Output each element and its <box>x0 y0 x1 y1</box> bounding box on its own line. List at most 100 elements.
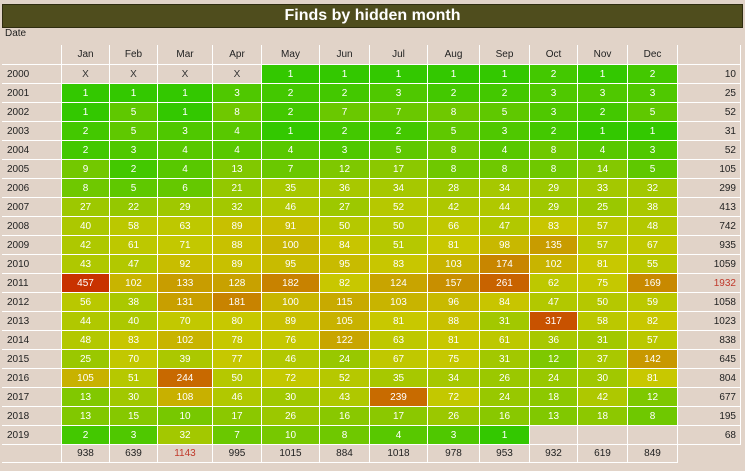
heatmap-cell: 1 <box>428 65 480 84</box>
year-label: 2002 <box>2 103 62 122</box>
heatmap-cell: 30 <box>578 369 628 388</box>
heatmap-cell: 8 <box>320 426 370 445</box>
heatmap-cell: 46 <box>262 350 320 369</box>
row-total: 52 <box>678 141 741 160</box>
heatmap-cell: 50 <box>578 293 628 312</box>
month-header: Feb <box>110 45 158 65</box>
heatmap-cell: 1 <box>578 122 628 141</box>
heatmap-cell: 31 <box>480 350 530 369</box>
heatmap-cell: 31 <box>480 312 530 331</box>
heatmap-cell <box>628 426 678 445</box>
heatmap-cell: 8 <box>428 103 480 122</box>
heatmap-cell: 61 <box>110 236 158 255</box>
year-label: 2011 <box>2 274 62 293</box>
heatmap-cell: 88 <box>428 312 480 331</box>
heatmap-cell: 95 <box>320 255 370 274</box>
heatmap-cell: 7 <box>320 103 370 122</box>
heatmap-cell: 47 <box>110 255 158 274</box>
heatmap-cell: 4 <box>158 160 213 179</box>
heatmap-cell: 70 <box>158 312 213 331</box>
heatmap-cell: 46 <box>262 198 320 217</box>
month-header: Mar <box>158 45 213 65</box>
heatmap-cell: 44 <box>62 312 110 331</box>
heatmap-cell: 39 <box>158 350 213 369</box>
row-total: 1932 <box>678 274 741 293</box>
heatmap-cell: 174 <box>480 255 530 274</box>
heatmap-cell: 12 <box>320 160 370 179</box>
heatmap-cell: 36 <box>530 331 578 350</box>
row-total: 677 <box>678 388 741 407</box>
year-label: 2013 <box>2 312 62 331</box>
heatmap-cell: 5 <box>110 122 158 141</box>
heatmap-cell: 50 <box>370 217 428 236</box>
heatmap-cell: 142 <box>628 350 678 369</box>
heatmap-cell: 115 <box>320 293 370 312</box>
year-label: 2003 <box>2 122 62 141</box>
heatmap-cell: 102 <box>530 255 578 274</box>
heatmap-cell: 2 <box>530 65 578 84</box>
heatmap-cell: 40 <box>110 312 158 331</box>
heatmap-cell: 1 <box>480 426 530 445</box>
heatmap-cell: 22 <box>110 198 158 217</box>
heatmap-cell: 29 <box>530 179 578 198</box>
heatmap-cell: 27 <box>320 198 370 217</box>
heatmap-cell: 8 <box>62 179 110 198</box>
heatmap-cell: 31 <box>578 331 628 350</box>
heatmap-cell: 108 <box>158 388 213 407</box>
heatmap-cell: 8 <box>530 160 578 179</box>
heatmap-cell: 50 <box>213 369 262 388</box>
year-label: 2004 <box>2 141 62 160</box>
heatmap-cell: 10 <box>262 426 320 445</box>
column-total: 938 <box>62 445 110 463</box>
month-header: Jan <box>62 45 110 65</box>
heatmap-cell: 50 <box>320 217 370 236</box>
heatmap-cell: 4 <box>262 141 320 160</box>
heatmap-cell: 9 <box>62 160 110 179</box>
heatmap-cell: 28 <box>428 179 480 198</box>
heatmap-cell: 83 <box>530 217 578 236</box>
heatmap-cell: 1 <box>370 65 428 84</box>
heatmap-cell: 3 <box>480 122 530 141</box>
heatmap-cell: 2 <box>320 84 370 103</box>
heatmap-cell: 5 <box>428 122 480 141</box>
heatmap-cell: 43 <box>320 388 370 407</box>
heatmap-cell: X <box>62 65 110 84</box>
heatmap-cell: 8 <box>213 103 262 122</box>
heatmap-cell: 182 <box>262 274 320 293</box>
heatmap-cell: 89 <box>213 217 262 236</box>
heatmap-cell: 13 <box>530 407 578 426</box>
heatmap-cell: 30 <box>110 388 158 407</box>
heatmap-cell: 4 <box>480 141 530 160</box>
heatmap-cell: 8 <box>628 407 678 426</box>
heatmap-cell: 1 <box>320 65 370 84</box>
heatmap-cell: 4 <box>213 141 262 160</box>
month-header: May <box>262 45 320 65</box>
heatmap-cell: 1 <box>262 122 320 141</box>
heatmap-cell: 317 <box>530 312 578 331</box>
heatmap-cell: 89 <box>213 255 262 274</box>
heatmap-cell: 83 <box>370 255 428 274</box>
heatmap-cell: 13 <box>62 388 110 407</box>
heatmap-cell: 83 <box>110 331 158 350</box>
row-axis-label: Date <box>5 28 27 39</box>
heatmap-cell: 67 <box>628 236 678 255</box>
heatmap-cell: 27 <box>62 198 110 217</box>
heatmap-cell: 4 <box>578 141 628 160</box>
heatmap-cell: 2 <box>262 84 320 103</box>
heatmap-cell: 51 <box>370 236 428 255</box>
heatmap-cell: 2 <box>578 103 628 122</box>
totals-corner <box>2 445 62 463</box>
heatmap-cell: 8 <box>428 160 480 179</box>
heatmap-cell: 66 <box>428 217 480 236</box>
heatmap-cell: 17 <box>213 407 262 426</box>
heatmap-cell: 48 <box>628 217 678 236</box>
heatmap-cell: 47 <box>530 293 578 312</box>
column-total: 1015 <box>262 445 320 463</box>
heatmap-cell: 13 <box>62 407 110 426</box>
heatmap-cell: 42 <box>578 388 628 407</box>
heatmap-cell: 4 <box>213 122 262 141</box>
heatmap-cell: 26 <box>262 407 320 426</box>
heatmap-cell: 38 <box>628 198 678 217</box>
month-header: Sep <box>480 45 530 65</box>
heatmap-cell: 57 <box>578 217 628 236</box>
